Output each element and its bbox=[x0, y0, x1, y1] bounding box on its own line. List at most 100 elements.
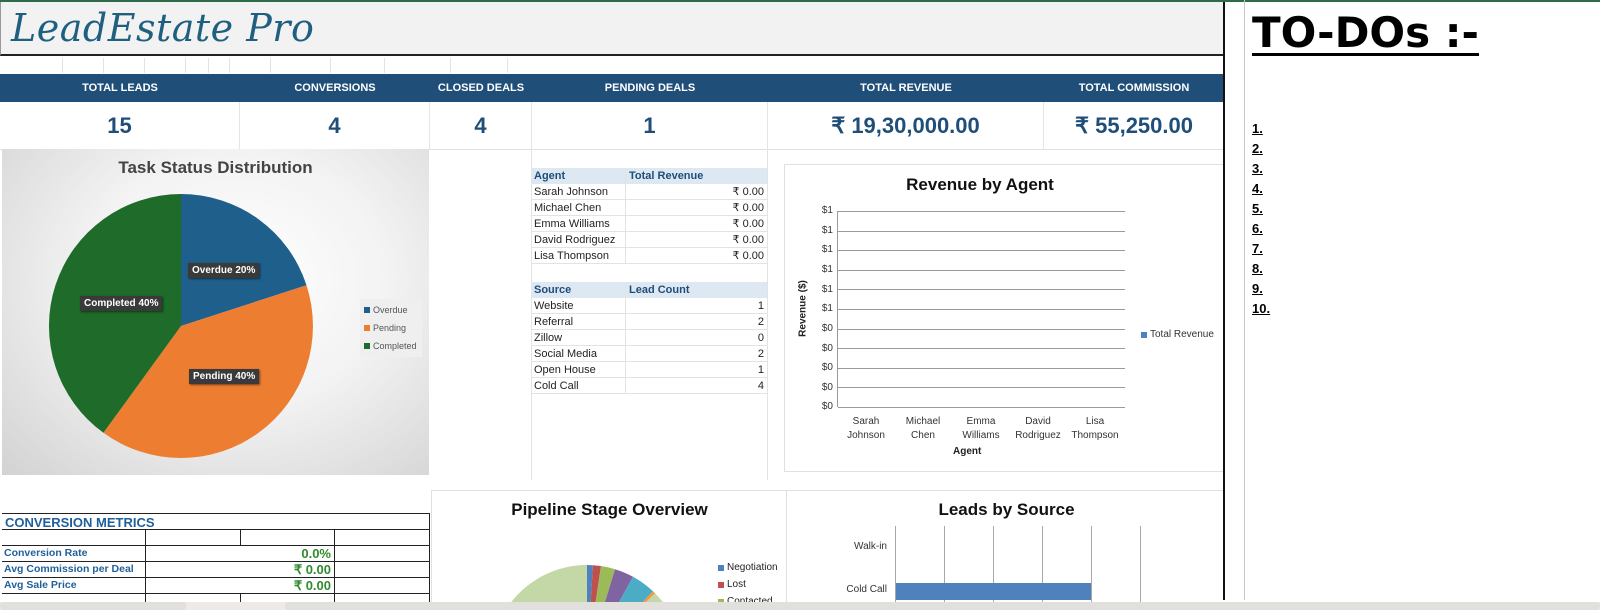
table-row[interactable]: Lisa Thompson ₹ 0.00 bbox=[531, 248, 767, 264]
panel-divider bbox=[1223, 2, 1225, 600]
agent-revenue-table: Agent Total Revenue Sarah Johnson ₹ 0.00 … bbox=[531, 168, 767, 264]
legend-overdue: Overdue bbox=[364, 301, 418, 319]
swatch-icon bbox=[364, 343, 370, 349]
kpi-value-total-commission[interactable]: ₹ 55,250.00 bbox=[1075, 113, 1193, 138]
metric-row-conversion-rate[interactable]: Conversion Rate 0.0% bbox=[2, 546, 430, 562]
kpi-label-total-leads: TOTAL LEADS bbox=[82, 82, 158, 94]
app-title: LeadEstate Pro bbox=[11, 6, 315, 50]
todo-item[interactable]: 1. bbox=[1252, 121, 1263, 136]
x-tick: Emma Williams bbox=[962, 416, 1000, 441]
window-top-border bbox=[0, 0, 1600, 2]
todo-item[interactable]: 8. bbox=[1252, 261, 1263, 276]
label-overdue: Overdue 20% bbox=[188, 263, 260, 278]
y-tick: $1 bbox=[821, 225, 833, 236]
table-row[interactable]: Referral 2 bbox=[531, 314, 767, 330]
dashboard-sheet: LeadEstate Pro TOTAL LEADS CONVERSIONS C… bbox=[0, 2, 1225, 610]
table-header: Agent Total Revenue bbox=[531, 168, 767, 184]
source-category-cold-call: Cold Call bbox=[846, 584, 887, 595]
revenue-chart-title: Revenue by Agent bbox=[906, 175, 1054, 194]
lead-source-table: Source Lead Count Website 1 Referral 2 Zil… bbox=[531, 282, 767, 394]
kpi-label-closed-deals: CLOSED DEALS bbox=[437, 82, 525, 94]
source-chart-title: Leads by Source bbox=[938, 500, 1075, 519]
pipeline-chart-title: Pipeline Stage Overview bbox=[511, 500, 708, 519]
task-status-legend: Overdue Pending Completed bbox=[360, 299, 422, 357]
x-tick: Michael Chen bbox=[905, 416, 941, 441]
todo-item[interactable]: 7. bbox=[1252, 241, 1263, 256]
x-tick: Sarah Johnson bbox=[847, 416, 885, 441]
task-status-chart-title: Task Status Distribution bbox=[118, 158, 313, 177]
y-tick: $1 bbox=[821, 303, 833, 314]
legend-completed: Completed bbox=[364, 337, 418, 355]
kpi-value-conversions[interactable]: 4 bbox=[240, 102, 430, 150]
todo-item[interactable]: 6. bbox=[1252, 221, 1263, 236]
title-banner: LeadEstate Pro bbox=[0, 2, 1225, 56]
table-row[interactable]: Cold Call 4 bbox=[531, 378, 767, 394]
y-tick: $0 bbox=[821, 362, 833, 373]
table-row[interactable]: Website 1 bbox=[531, 298, 767, 314]
table-row[interactable]: Sarah Johnson ₹ 0.00 bbox=[531, 184, 767, 200]
leads-by-source-chart[interactable]: Leads by Source Walk-in Cold Call bbox=[786, 490, 1225, 602]
legend-pending: Pending bbox=[364, 319, 418, 337]
kpi-value-total-leads[interactable]: 15 bbox=[0, 102, 240, 150]
pipeline-pie bbox=[511, 565, 663, 602]
metric-row-avg-sale-price[interactable]: Avg Sale Price ₹ 0.00 bbox=[2, 578, 430, 594]
table-row[interactable]: Emma Williams ₹ 0.00 bbox=[531, 216, 767, 232]
revenue-legend: Total Revenue bbox=[1141, 329, 1214, 340]
y-tick: $0 bbox=[821, 323, 833, 334]
swatch-icon bbox=[718, 598, 724, 602]
task-status-chart[interactable]: Task Status Distribution Overdue 20% Com… bbox=[2, 149, 429, 475]
revenue-plot-area bbox=[837, 211, 1125, 408]
kpi-label-total-revenue: TOTAL REVENUE bbox=[860, 82, 952, 94]
pipeline-legend: Negotiation Lost Contacted bbox=[718, 559, 778, 602]
y-tick: $1 bbox=[821, 284, 833, 295]
kpi-value-total-revenue[interactable]: ₹ 19,30,000.00 bbox=[768, 102, 1044, 150]
pie-slice-completed bbox=[48, 194, 182, 433]
swatch-icon bbox=[1141, 331, 1147, 338]
kpi-label-total-commission: TOTAL COMMISSION bbox=[1078, 82, 1190, 94]
grid-line bbox=[767, 150, 768, 480]
todo-item[interactable]: 3. bbox=[1252, 161, 1263, 176]
scrollbar-thumb[interactable] bbox=[285, 602, 1600, 610]
table-row bbox=[2, 530, 430, 546]
kpi-label-pending-deals: PENDING DEALS bbox=[604, 82, 696, 94]
metric-row-avg-commission[interactable]: Avg Commission per Deal ₹ 0.00 bbox=[2, 562, 430, 578]
swatch-icon bbox=[364, 307, 370, 313]
table-row[interactable]: Open House 1 bbox=[531, 362, 767, 378]
todo-list: 1. 2. 3. 4. 5. 6. 7. 8. 9. 10. bbox=[1252, 119, 1270, 319]
conversion-metrics-table: CONVERSION METRICS Conversion Rate 0.0% A… bbox=[2, 513, 430, 610]
pie-slice-overdue bbox=[181, 194, 307, 326]
todo-item[interactable]: 10. bbox=[1252, 301, 1271, 316]
bar-cold-call[interactable] bbox=[896, 583, 1091, 600]
revenue-by-agent-chart[interactable]: Revenue by Agent Revenue ($) $1 $1 $1 $1… bbox=[784, 164, 1225, 472]
kpi-value-closed-deals[interactable]: 4 bbox=[430, 102, 532, 150]
todo-title: TO-DOs :- bbox=[1252, 8, 1479, 57]
revenue-y-axis-label: Revenue ($) bbox=[797, 280, 809, 337]
todo-item[interactable]: 4. bbox=[1252, 181, 1263, 196]
grid-line bbox=[531, 150, 532, 480]
label-pending: Pending 40% bbox=[189, 369, 260, 384]
sheet-tab-scroll-area[interactable] bbox=[0, 602, 186, 610]
y-tick: $0 bbox=[821, 343, 833, 354]
legend-negotiation: Negotiation bbox=[718, 559, 778, 576]
label-completed: Completed 40% bbox=[80, 296, 163, 311]
table-row[interactable]: Michael Chen ₹ 0.00 bbox=[531, 200, 767, 216]
x-tick: Lisa Thompson bbox=[1071, 416, 1119, 441]
swatch-icon bbox=[364, 325, 370, 331]
conversion-metrics-title: CONVERSION METRICS bbox=[2, 513, 430, 530]
kpi-value-row: 15 4 4 1 ₹ 19,30,000.00 ₹ 55,250.00 bbox=[0, 102, 1225, 150]
table-header: Source Lead Count bbox=[531, 282, 767, 298]
spacer-row bbox=[0, 58, 1225, 73]
table-row[interactable]: Social Media 2 bbox=[531, 346, 767, 362]
table-row[interactable]: David Rodriguez ₹ 0.00 bbox=[531, 232, 767, 248]
kpi-value-pending-deals[interactable]: 1 bbox=[532, 102, 768, 150]
y-tick: $1 bbox=[821, 205, 833, 216]
legend-lost: Lost bbox=[718, 576, 778, 593]
todo-item[interactable]: 5. bbox=[1252, 201, 1263, 216]
y-tick: $0 bbox=[821, 401, 833, 412]
todo-item[interactable]: 2. bbox=[1252, 141, 1263, 156]
horizontal-scrollbar[interactable] bbox=[0, 602, 1600, 610]
pipeline-stage-chart[interactable]: Pipeline Stage Overview Negotiation Lost… bbox=[431, 490, 786, 602]
todo-item[interactable]: 9. bbox=[1252, 281, 1263, 296]
y-tick: $0 bbox=[821, 382, 833, 393]
table-row[interactable]: Zillow 0 bbox=[531, 330, 767, 346]
